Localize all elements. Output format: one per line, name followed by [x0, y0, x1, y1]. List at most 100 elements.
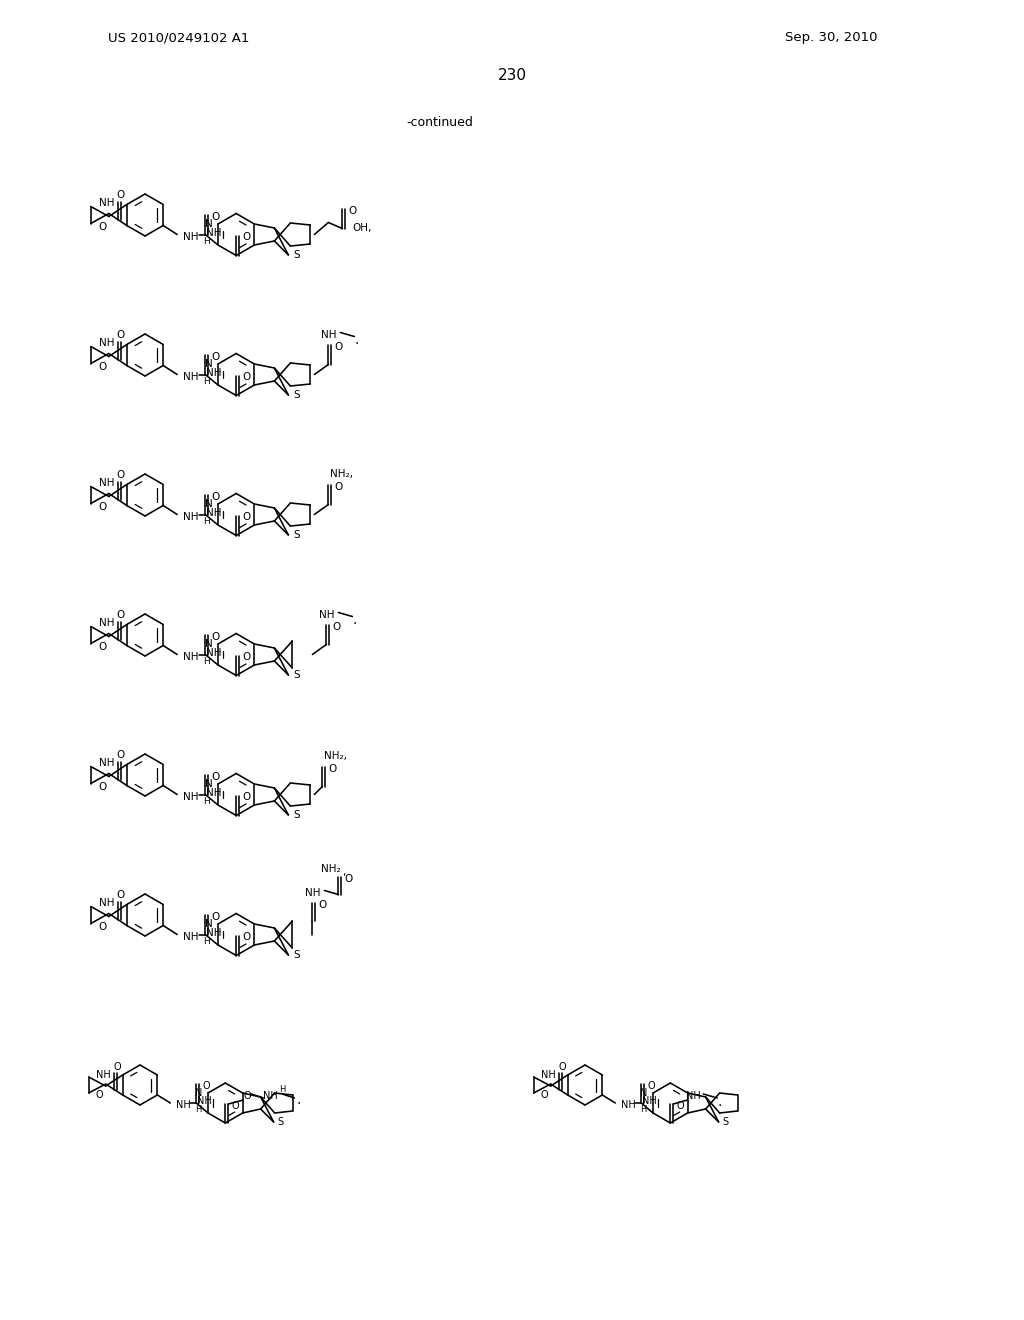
Text: O: O	[117, 470, 125, 480]
Text: O: O	[117, 610, 125, 620]
Text: O: O	[318, 899, 327, 909]
Text: H: H	[640, 1106, 646, 1114]
Text: NH: NH	[542, 1071, 556, 1080]
Text: US 2010/0249102 A1: US 2010/0249102 A1	[108, 32, 250, 45]
Text: NH: NH	[197, 1096, 211, 1106]
Text: NH: NH	[183, 231, 199, 242]
Text: Sep. 30, 2010: Sep. 30, 2010	[785, 32, 878, 45]
Text: NH: NH	[206, 928, 222, 939]
Text: O: O	[203, 1081, 210, 1092]
Text: O: O	[98, 921, 106, 932]
Text: O: O	[242, 372, 250, 383]
Text: .: .	[352, 614, 356, 627]
Text: S: S	[293, 389, 300, 400]
Text: NH: NH	[99, 198, 115, 209]
Text: NH: NH	[99, 759, 115, 768]
Text: O: O	[98, 502, 106, 511]
Text: NH₂,: NH₂,	[325, 751, 347, 762]
Text: H: H	[195, 1106, 201, 1114]
Text: H: H	[280, 1085, 286, 1094]
Text: NH: NH	[183, 932, 199, 941]
Text: H: H	[204, 797, 210, 807]
Text: O: O	[244, 1092, 251, 1101]
Text: O: O	[211, 771, 219, 781]
Text: NH: NH	[183, 511, 199, 521]
Text: O: O	[114, 1061, 121, 1072]
Text: NH₂,: NH₂,	[331, 470, 353, 479]
Text: O: O	[231, 1101, 240, 1111]
Text: O: O	[211, 211, 219, 222]
Text: .: .	[296, 1093, 300, 1107]
Text: NH: NH	[206, 788, 222, 799]
Text: S: S	[293, 249, 300, 260]
Text: O: O	[117, 891, 125, 900]
Text: O: O	[117, 751, 125, 760]
Text: O: O	[329, 763, 337, 774]
Text: N: N	[205, 639, 213, 649]
Text: O: O	[242, 792, 250, 803]
Text: NH: NH	[318, 610, 334, 619]
Text: .: .	[717, 1096, 722, 1109]
Text: NH: NH	[642, 1096, 656, 1106]
Text: NH: NH	[321, 330, 336, 339]
Text: O: O	[242, 932, 250, 942]
Text: N: N	[640, 1088, 648, 1098]
Text: O: O	[117, 330, 125, 341]
Text: O: O	[98, 642, 106, 652]
Text: NH: NH	[206, 228, 222, 238]
Text: S: S	[293, 531, 300, 540]
Text: NH: NH	[206, 508, 222, 517]
Text: NH: NH	[183, 371, 199, 381]
Text: O: O	[211, 491, 219, 502]
Text: S: S	[723, 1117, 729, 1127]
Text: S: S	[293, 810, 300, 820]
Text: NH: NH	[686, 1092, 700, 1101]
Text: N: N	[205, 779, 213, 789]
Text: N: N	[205, 919, 213, 929]
Text: NH: NH	[99, 619, 115, 628]
Text: O: O	[117, 190, 125, 201]
Text: H: H	[204, 238, 210, 247]
Text: O: O	[332, 622, 341, 631]
Text: NH: NH	[304, 887, 321, 898]
Text: O: O	[98, 362, 106, 371]
Text: O: O	[677, 1101, 684, 1111]
Text: NH: NH	[99, 479, 115, 488]
Text: O: O	[211, 631, 219, 642]
Text: 230: 230	[498, 67, 526, 82]
Text: NH: NH	[263, 1092, 278, 1101]
Text: N: N	[196, 1088, 203, 1098]
Text: NH: NH	[206, 368, 222, 378]
Text: OH,: OH,	[352, 223, 372, 234]
Text: NH: NH	[183, 652, 199, 661]
Text: O: O	[96, 1090, 103, 1100]
Text: O: O	[647, 1081, 655, 1092]
Text: O: O	[98, 222, 106, 231]
Text: ,: ,	[343, 867, 346, 878]
Text: .: .	[354, 334, 358, 347]
Text: NH: NH	[96, 1071, 111, 1080]
Text: O: O	[211, 351, 219, 362]
Text: O: O	[98, 781, 106, 792]
Text: O: O	[334, 482, 342, 491]
Text: O: O	[242, 512, 250, 523]
Text: H: H	[204, 517, 210, 527]
Text: N: N	[205, 219, 213, 228]
Text: NH: NH	[99, 338, 115, 348]
Text: NH₂: NH₂	[321, 863, 340, 874]
Text: NH: NH	[183, 792, 199, 801]
Text: O: O	[242, 232, 250, 243]
Text: H: H	[204, 378, 210, 387]
Text: S: S	[293, 671, 300, 680]
Text: H: H	[204, 657, 210, 667]
Text: O: O	[348, 206, 356, 215]
Text: NH: NH	[621, 1100, 636, 1110]
Text: S: S	[293, 950, 300, 960]
Text: O: O	[334, 342, 342, 351]
Text: O: O	[541, 1090, 549, 1100]
Text: S: S	[278, 1117, 284, 1127]
Text: NH: NH	[176, 1100, 190, 1110]
Text: NH: NH	[206, 648, 222, 657]
Text: -continued: -continued	[407, 116, 473, 128]
Text: N: N	[205, 359, 213, 370]
